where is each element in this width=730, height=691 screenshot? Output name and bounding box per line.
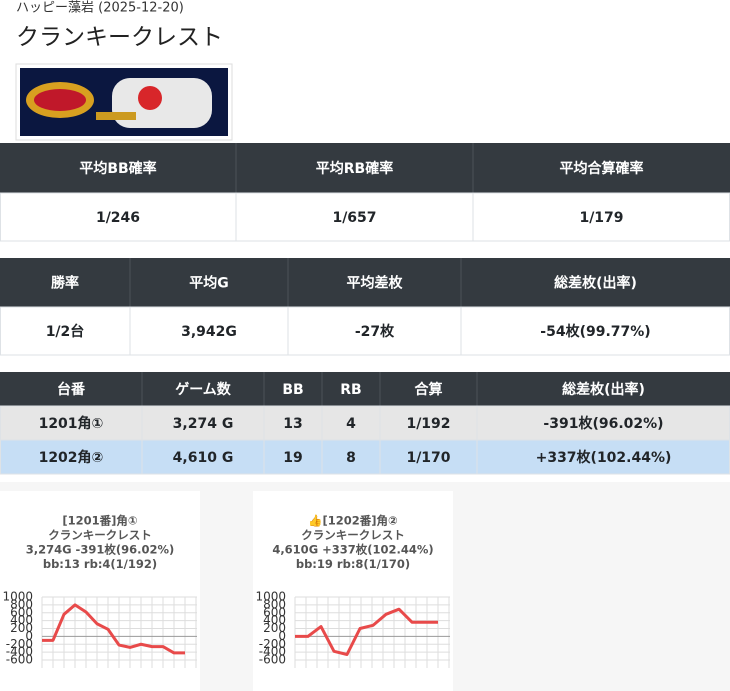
column-header: 台番 (57, 381, 86, 398)
table-cell: 1/2台 (46, 323, 85, 340)
y-tick-label: 600 (263, 605, 286, 619)
column-header: 総差枚(出率) (554, 275, 637, 292)
table-row-bg (0, 439, 730, 475)
column-header: 平均合算確率 (560, 160, 644, 177)
subtitle: ハッピー藻岩 (2025-12-20) (16, 1, 184, 16)
y-tick-label: 200 (263, 621, 286, 635)
table-cell: 1/246 (96, 210, 140, 226)
y-tick-label: 1000 (2, 590, 33, 604)
chart-title-line: bb:19 rb:8(1/170) (296, 557, 410, 571)
y-tick-label: -600 (6, 653, 33, 667)
column-header: 平均BB確率 (79, 160, 156, 177)
chart-title-line: クランキークレスト (48, 528, 152, 542)
table-header-bg (0, 372, 730, 406)
logo (15, 63, 233, 141)
table-cell: 4,610 G (173, 450, 234, 466)
table-cell: 3,274 G (173, 416, 234, 432)
chart-title-line: 4,610G +337枚(102.44%) (272, 543, 433, 557)
chart-title-line: クランキークレスト (301, 528, 405, 542)
y-tick-label: 400 (263, 613, 286, 627)
column-header: RB (340, 382, 361, 398)
table-header-bg (0, 143, 730, 193)
column-header: 平均RB確率 (316, 160, 393, 177)
y-tick-label: -200 (259, 637, 286, 651)
table-cell: 19 (283, 450, 302, 466)
table-cell: 1/170 (406, 450, 450, 466)
table-cell: -27枚 (355, 323, 395, 340)
table-cell: 8 (346, 450, 356, 466)
y-tick-label: -400 (259, 645, 286, 659)
table-row-bg (0, 192, 730, 242)
y-tick-label: -400 (6, 645, 33, 659)
title: クランキークレスト (16, 25, 223, 51)
table-cell: 1/192 (406, 416, 450, 432)
table-row-bg (0, 306, 730, 356)
column-header: 総差枚(出率) (562, 381, 645, 398)
chart-title-line: 3,274G -391枚(96.02%) (26, 543, 175, 557)
table-cell: 1202角② (39, 449, 104, 466)
table-cell: 13 (283, 416, 302, 432)
table-cell: 1201角① (39, 415, 104, 432)
chart-title-line: [1201番]角① (62, 514, 137, 528)
table-cell: 3,942G (181, 324, 237, 340)
chart-title-line: 👍[1202番]角② (308, 514, 398, 528)
table-cell: 4 (346, 416, 356, 432)
line-series (42, 603, 185, 655)
y-tick-label: -600 (259, 653, 286, 667)
column-header: ゲーム数 (175, 381, 232, 398)
y-tick-label: 600 (10, 605, 33, 619)
y-tick-label: 800 (10, 597, 33, 611)
column-header: 合算 (415, 381, 443, 398)
line-series (295, 607, 438, 656)
column-header: 平均G (189, 275, 229, 292)
table-cell: 1/179 (579, 210, 623, 226)
y-tick-label: 200 (10, 621, 33, 635)
table-cell: -391枚(96.02%) (543, 415, 663, 432)
chart-title-line: bb:13 rb:4(1/192) (43, 557, 157, 571)
table-row-bg (0, 405, 730, 441)
column-header: BB (282, 382, 303, 398)
y-tick-label: 1000 (255, 590, 286, 604)
y-tick-label: -200 (6, 637, 33, 651)
column-header: 勝率 (51, 275, 79, 292)
chart-card (0, 491, 200, 691)
table-cell: 1/657 (332, 210, 376, 226)
y-tick-label: 800 (263, 597, 286, 611)
y-tick-label: 400 (10, 613, 33, 627)
column-header: 平均差枚 (347, 275, 404, 292)
table-cell: +337枚(102.44%) (536, 449, 672, 466)
y-tick-label: 0 (278, 629, 286, 643)
table-cell: -54枚(99.77%) (540, 323, 650, 340)
chart-card (253, 491, 453, 691)
table-header-bg (0, 258, 730, 307)
y-tick-label: 0 (25, 629, 33, 643)
